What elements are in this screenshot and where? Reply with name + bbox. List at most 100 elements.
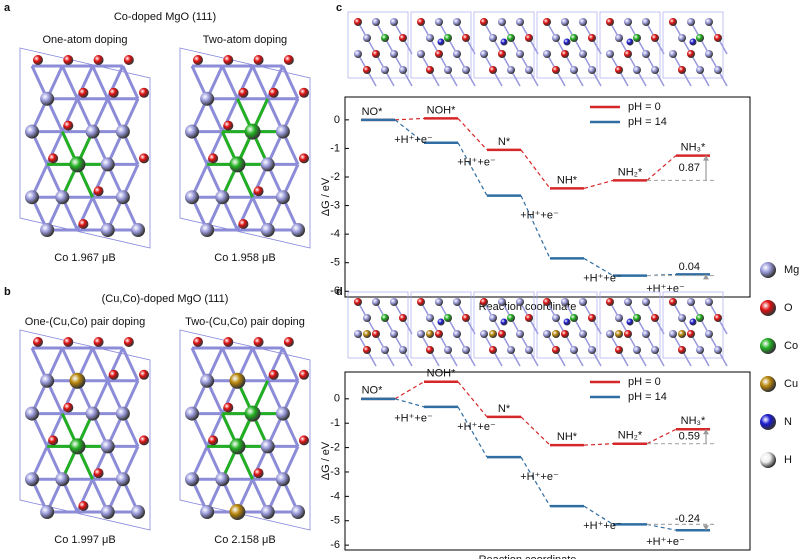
atom <box>390 330 398 338</box>
atom <box>40 223 55 237</box>
atom <box>426 330 434 338</box>
category-label: NH₂* <box>618 430 643 442</box>
legend-label: Cu <box>784 378 798 390</box>
atom <box>139 153 149 164</box>
atom <box>200 505 215 519</box>
atom <box>69 156 86 173</box>
atom <box>40 91 55 106</box>
atom <box>435 298 443 306</box>
connector <box>457 142 488 196</box>
atom <box>223 402 234 413</box>
cell <box>179 47 311 249</box>
atom <box>399 34 407 42</box>
atom <box>437 318 445 326</box>
atom <box>229 438 246 455</box>
atom <box>299 435 309 446</box>
atom <box>48 435 59 446</box>
atom <box>123 55 134 65</box>
atom <box>268 87 279 98</box>
atom <box>93 468 104 479</box>
y-tick-label: 0 <box>334 393 340 405</box>
atom <box>669 330 677 338</box>
atom <box>516 298 524 306</box>
atom <box>563 38 571 46</box>
thumb-cell <box>473 11 535 79</box>
atom <box>33 337 43 347</box>
atom <box>606 18 614 26</box>
atom <box>283 55 294 65</box>
atom <box>55 472 70 487</box>
connector <box>457 406 488 458</box>
atom <box>543 18 551 26</box>
atom <box>444 66 452 74</box>
thumb-cell <box>347 11 409 79</box>
atom <box>561 18 569 26</box>
atom <box>185 190 199 205</box>
atom <box>626 38 634 46</box>
panel-letter: c <box>336 2 342 14</box>
legend-label: Co <box>784 340 798 352</box>
atom <box>498 330 506 338</box>
atom <box>543 298 551 306</box>
atom <box>669 50 677 58</box>
connector <box>394 381 425 400</box>
atom <box>489 346 497 354</box>
atom <box>444 314 452 322</box>
y-tick-label: -3 <box>330 199 340 211</box>
atom <box>78 501 89 511</box>
y-tick-label: -2 <box>330 171 340 183</box>
panel-title: (Cu,Co)-doped MgO (111) <box>102 293 229 305</box>
atom <box>516 18 524 26</box>
y-tick-label: -4 <box>330 228 340 240</box>
atom <box>687 330 695 338</box>
atom <box>633 314 641 322</box>
atom <box>275 190 290 205</box>
connector <box>394 117 425 121</box>
atom <box>93 337 104 347</box>
atom <box>223 55 234 65</box>
atom <box>500 318 508 326</box>
step-label: +H⁺+e⁻ <box>394 413 433 425</box>
atom <box>678 330 686 338</box>
atom <box>525 314 533 322</box>
connector <box>583 505 614 525</box>
atom <box>139 87 149 98</box>
moment-label: Co 1.967 μB <box>54 252 115 264</box>
atom <box>215 472 230 487</box>
atom <box>462 66 470 74</box>
arrow-head <box>703 525 709 531</box>
atom <box>615 330 623 338</box>
atom <box>543 330 551 338</box>
connector <box>646 428 677 445</box>
legend-label: pH = 0 <box>628 101 661 113</box>
atom <box>33 55 43 65</box>
atom <box>651 34 659 42</box>
step-label: +H⁺+e⁻ <box>583 520 622 532</box>
atom <box>570 34 578 42</box>
atom <box>417 50 425 58</box>
atom <box>606 330 614 338</box>
atom <box>223 120 234 131</box>
atom <box>93 186 104 197</box>
atom <box>372 330 380 338</box>
arrow-head <box>703 274 709 280</box>
atom <box>552 34 560 42</box>
thumb-cell <box>410 291 472 359</box>
atom <box>354 18 362 26</box>
y-tick-label: -1 <box>330 417 340 429</box>
atom <box>244 405 261 422</box>
atom <box>552 346 560 354</box>
connector <box>394 398 425 408</box>
atom <box>100 223 115 237</box>
thumb-cell <box>662 291 724 359</box>
atom <box>85 406 100 421</box>
step-label: +H⁺+e⁻ <box>520 209 559 221</box>
step-label: +H⁺+e⁻ <box>646 536 685 548</box>
atom <box>579 330 587 338</box>
atom <box>381 66 389 74</box>
atom <box>588 66 596 74</box>
bond <box>91 65 110 100</box>
atom <box>417 18 425 26</box>
thumb-cell <box>599 291 661 359</box>
